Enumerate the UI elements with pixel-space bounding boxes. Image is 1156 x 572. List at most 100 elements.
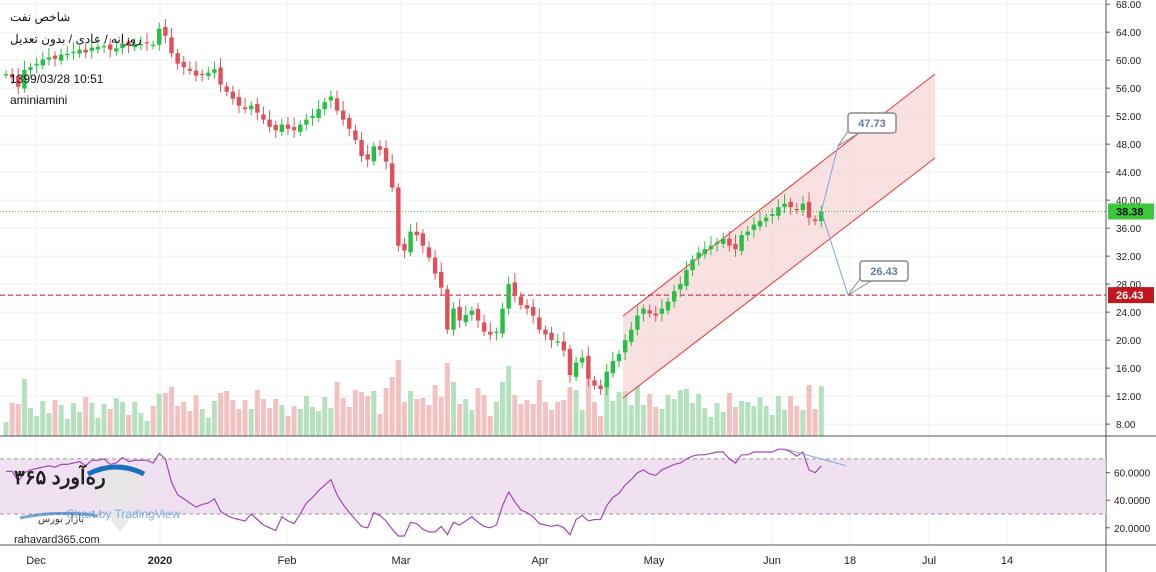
candle-body: [592, 380, 597, 386]
time-tick-label: May: [644, 555, 665, 567]
volume-bar: [365, 396, 371, 436]
volume-bar: [598, 416, 604, 436]
volume-bar: [383, 388, 389, 436]
volume-bar: [690, 403, 696, 436]
volume-bar: [138, 413, 144, 436]
candle-body: [285, 124, 291, 129]
volume-bar: [77, 412, 83, 436]
candle-body: [389, 163, 395, 188]
candle-body: [377, 146, 383, 150]
candle-body: [819, 211, 824, 222]
volume-bar: [647, 394, 653, 436]
candle-body: [696, 252, 701, 258]
volume-bar: [782, 410, 788, 436]
volume-bar: [279, 405, 285, 436]
candle-body: [16, 75, 21, 87]
volume-bar: [3, 422, 9, 436]
price-tick-label: 48.00: [1116, 140, 1141, 151]
target-callout-label: 47.73: [858, 118, 886, 130]
chart-subtitle: روزانه / عادی / بدون تعدیل: [10, 32, 142, 46]
time-tick-label: 18: [844, 555, 856, 567]
volume-bar: [696, 394, 702, 436]
volume-bar: [199, 409, 205, 436]
channel-lower-line: [622, 157, 936, 399]
chart-datetime: 1399/03/28 10:51: [10, 72, 104, 86]
volume-bar: [475, 388, 481, 436]
volume-bar: [310, 407, 315, 436]
candle-body: [322, 102, 327, 110]
time-tick-label: Jun: [763, 555, 781, 567]
candle-body: [432, 257, 438, 274]
candle-body: [426, 247, 432, 258]
candle-body: [298, 124, 303, 132]
candle-body: [279, 124, 285, 132]
volume-bar: [334, 382, 340, 436]
volume-bar: [346, 407, 352, 436]
candle-body: [751, 224, 757, 230]
volume-bar: [162, 393, 168, 436]
candle-body: [727, 238, 732, 246]
volume-bar: [653, 407, 659, 436]
volume-bar: [359, 392, 365, 436]
volume-bar: [52, 400, 58, 436]
candle-body: [71, 51, 76, 53]
candle-body: [439, 271, 444, 288]
rsi-tick-label: 40.0000: [1114, 496, 1151, 507]
volume-bar: [469, 410, 475, 436]
candle-body: [95, 46, 101, 50]
volume-bar: [401, 402, 407, 436]
volume-bar: [806, 385, 812, 436]
candle-body: [598, 385, 603, 390]
volume-bar: [579, 410, 585, 436]
candle-body: [463, 314, 468, 323]
volume-bar: [659, 409, 665, 436]
candle-body: [9, 74, 15, 78]
candle-body: [261, 114, 266, 120]
candle-body: [475, 308, 481, 321]
volume-bar: [83, 397, 89, 436]
volume-bar: [677, 390, 683, 436]
candle-body: [132, 44, 137, 48]
volume-bar: [236, 409, 242, 436]
candle-body: [494, 331, 499, 333]
chart-title: شاخص نفت: [10, 10, 71, 24]
volume-bar: [818, 386, 824, 436]
candle-body: [665, 301, 671, 311]
volume-bar: [506, 366, 512, 436]
volume-bar: [720, 412, 726, 436]
candle-body: [721, 238, 726, 244]
logo-subtext: بازار بورس: [38, 514, 84, 525]
volume-bar: [58, 405, 64, 436]
volume-bar: [187, 411, 193, 436]
candle-body: [481, 322, 487, 332]
website-url: rahavard365.com: [14, 534, 100, 546]
candle-body: [230, 91, 236, 99]
candle-body: [347, 117, 352, 129]
candle-body: [604, 371, 609, 388]
volume-bar: [297, 409, 303, 436]
volume-bar: [493, 402, 499, 436]
candle-body: [52, 55, 58, 59]
candle-body: [457, 306, 462, 321]
candle-body: [371, 146, 376, 162]
volume-bar: [757, 397, 763, 436]
volume-bar: [732, 407, 738, 436]
candle-body: [555, 341, 560, 343]
price-tick-label: 24.00: [1116, 308, 1141, 319]
volume-bar: [242, 400, 248, 436]
candle-body: [249, 105, 254, 110]
volume-bar: [585, 373, 591, 436]
candle-body: [794, 208, 799, 211]
volume-bar: [794, 406, 800, 436]
volume-bar: [273, 399, 279, 436]
support-callout-label: 26.43: [870, 266, 898, 278]
volume-bar: [536, 380, 542, 436]
candle-body: [316, 109, 321, 118]
support-label: 26.43: [1116, 290, 1144, 302]
rsi-line: [6, 448, 822, 537]
candle-body: [126, 41, 131, 46]
volume-bar: [812, 409, 818, 436]
candle-body: [530, 306, 536, 316]
candle-body: [659, 308, 665, 314]
